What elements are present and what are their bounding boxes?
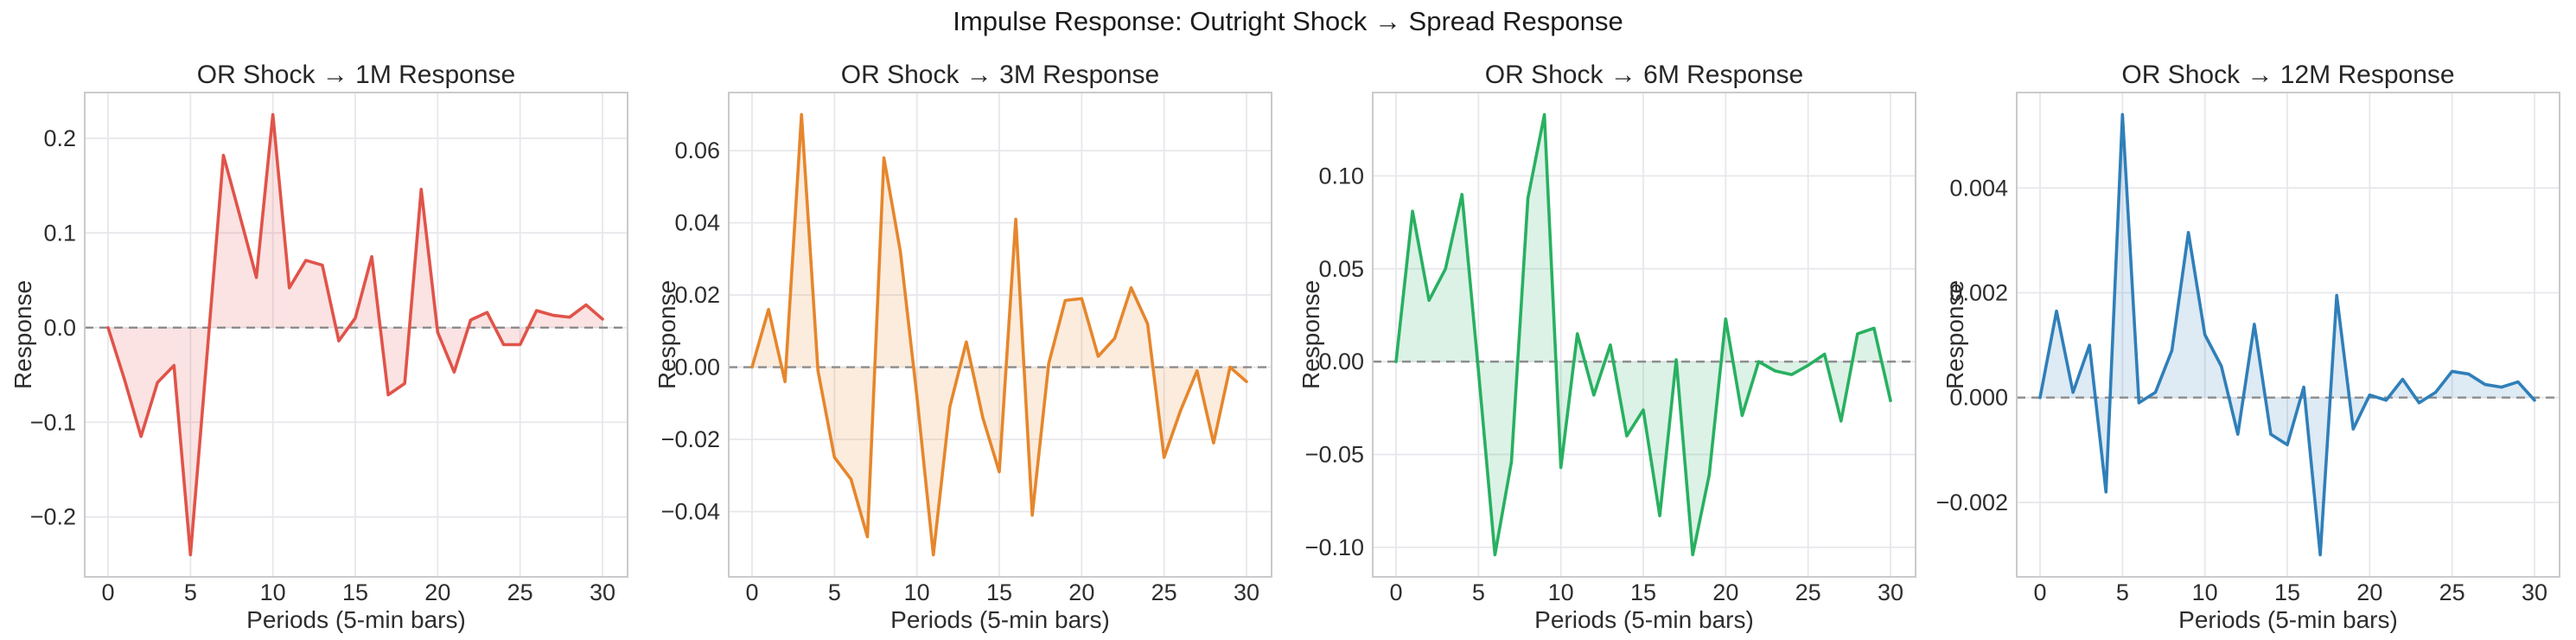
svg-text:25: 25 [1795,579,1821,605]
svg-text:15: 15 [986,579,1012,605]
svg-text:−0.2: −0.2 [30,504,76,530]
panel-12m: OR Shock → 12M Response Response 0 5 10 15 2… [1932,0,2576,640]
svg-text:5: 5 [1472,579,1485,605]
panel-3m-chart: 0 5 10 15 20 25 30 0.06 0.04 0.02 0.00 −0.02 −0.04 [661,92,1272,605]
svg-text:0: 0 [101,579,114,605]
panel-3m-x-axis-label: Periods (5-min bars) [890,606,1110,633]
svg-text:−0.04: −0.04 [661,498,720,524]
svg-text:10: 10 [904,579,930,605]
svg-text:−0.1: −0.1 [30,409,76,435]
svg-text:5: 5 [828,579,841,605]
svg-text:25: 25 [2439,579,2465,605]
svg-text:0.05: 0.05 [1318,256,1364,282]
svg-text:10: 10 [1548,579,1574,605]
svg-text:10: 10 [260,579,286,605]
svg-text:0: 0 [1389,579,1402,605]
panel-3m: OR Shock → 3M Response Response 0 5 10 15 20… [644,0,1288,640]
svg-text:5: 5 [184,579,197,605]
svg-text:20: 20 [1068,579,1094,605]
panel-6m-title: OR Shock → 6M Response [1484,61,1804,89]
svg-text:20: 20 [424,579,450,605]
svg-text:−0.02: −0.02 [661,426,720,452]
figure-title: Impulse Response: Outright Shock → Sprea… [953,6,1623,36]
svg-text:0.00: 0.00 [1318,349,1364,374]
svg-text:0.000: 0.000 [1949,385,2008,411]
svg-text:0.002: 0.002 [1949,280,2008,306]
svg-text:0.1: 0.1 [43,220,76,246]
svg-text:−0.05: −0.05 [1305,441,1364,467]
svg-text:30: 30 [1234,579,1259,605]
svg-text:0.2: 0.2 [43,125,76,151]
svg-text:30: 30 [2522,579,2547,605]
svg-text:0.02: 0.02 [674,282,720,308]
svg-text:25: 25 [507,579,533,605]
svg-text:0.00: 0.00 [674,355,720,381]
svg-text:−0.10: −0.10 [1305,534,1364,560]
svg-text:0.004: 0.004 [1949,175,2008,201]
panel-1m-x-axis-label: Periods (5-min bars) [246,606,466,633]
svg-text:0.10: 0.10 [1318,163,1364,189]
svg-text:30: 30 [590,579,615,605]
panel-6m-x-axis-label: Periods (5-min bars) [1534,606,1754,633]
panel-12m-title: OR Shock → 12M Response [2121,61,2455,89]
svg-text:25: 25 [1151,579,1177,605]
svg-text:−0.002: −0.002 [1936,490,2008,515]
svg-text:15: 15 [1630,579,1656,605]
svg-text:20: 20 [1712,579,1738,605]
svg-text:15: 15 [342,579,368,605]
svg-text:15: 15 [2274,579,2300,605]
svg-text:10: 10 [2192,579,2218,605]
panel-6m-chart: 0 5 10 15 20 25 30 0.10 0.05 0.00 −0.05 −0.10 [1305,92,1916,605]
svg-text:20: 20 [2356,579,2382,605]
svg-text:0: 0 [2033,579,2046,605]
svg-text:0: 0 [745,579,758,605]
panel-12m-x-axis-label: Periods (5-min bars) [2178,606,2398,633]
panel-1m-title: OR Shock → 1M Response [196,61,516,89]
panel-12m-chart: 0 5 10 15 20 25 30 0.004 0.002 0.000 −0.002 [1936,92,2560,605]
svg-text:5: 5 [2116,579,2129,605]
svg-text:0.04: 0.04 [674,210,720,236]
svg-text:30: 30 [1878,579,1903,605]
panel-6m: OR Shock → 6M Response Response 0 5 10 15 20… [1288,0,1932,640]
panel-1m: OR Shock → 1M Response Response 0 5 10 15 20… [0,0,644,640]
svg-text:0.06: 0.06 [674,138,720,163]
svg-text:0.0: 0.0 [43,315,76,341]
panel-1m-chart: 0 5 10 15 20 25 30 0.2 0.1 0.0 −0.1 −0.2 [30,92,628,605]
panel-3m-title: OR Shock → 3M Response [840,61,1160,89]
